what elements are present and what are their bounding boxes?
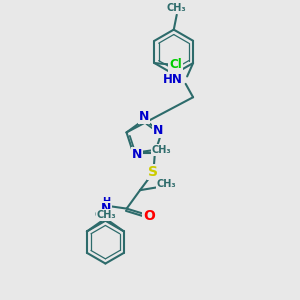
Text: HN: HN (163, 73, 183, 86)
Text: CH₃: CH₃ (152, 145, 171, 155)
Text: CH₃: CH₃ (167, 3, 187, 13)
Text: CH₃: CH₃ (96, 210, 116, 220)
Text: N: N (101, 202, 111, 214)
Text: N: N (153, 124, 163, 137)
Text: S: S (148, 165, 158, 179)
Text: O: O (144, 209, 155, 223)
Text: CH₃: CH₃ (156, 179, 176, 189)
Text: N: N (139, 110, 149, 123)
Text: CH₃: CH₃ (95, 210, 115, 220)
Text: H: H (102, 197, 110, 207)
Text: Cl: Cl (169, 58, 182, 71)
Text: N: N (132, 148, 142, 161)
